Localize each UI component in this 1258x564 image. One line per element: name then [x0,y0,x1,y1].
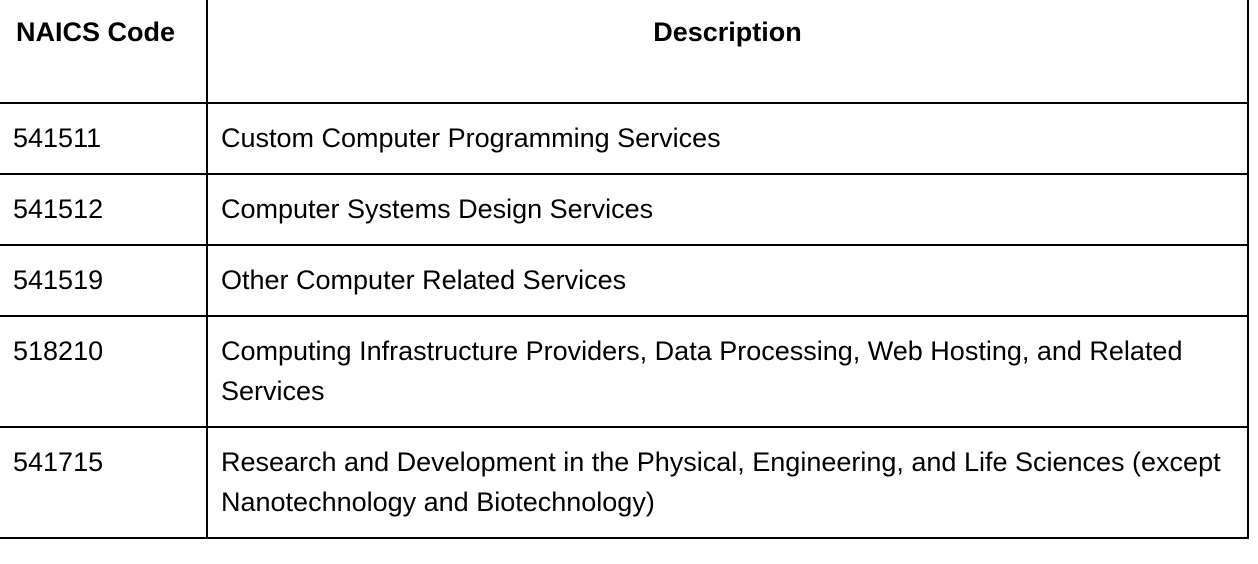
table-row: 541511 Custom Computer Programming Servi… [0,102,1249,175]
description-cell: Custom Computer Programming Services [206,102,1249,175]
table-row: 541512 Computer Systems Design Services [0,173,1249,246]
table-row: 518210 Computing Infrastructure Provider… [0,315,1249,428]
description-cell: Computer Systems Design Services [206,173,1249,246]
naics-code-header: NAICS Code [0,0,208,104]
naics-code-cell: 518210 [0,315,208,428]
description-cell: Research and Development in the Physical… [206,426,1249,539]
description-cell: Other Computer Related Services [206,244,1249,317]
naics-code-cell: 541519 [0,244,208,317]
naics-code-table: NAICS Code Description 541511 Custom Com… [0,0,1249,539]
table-row: 541715 Research and Development in the P… [0,426,1249,539]
description-header: Description [206,0,1249,104]
table-row: 541519 Other Computer Related Services [0,244,1249,317]
naics-code-cell: 541512 [0,173,208,246]
description-cell: Computing Infrastructure Providers, Data… [206,315,1249,428]
table-header-row: NAICS Code Description [0,0,1249,104]
naics-code-cell: 541511 [0,102,208,175]
naics-code-cell: 541715 [0,426,208,539]
